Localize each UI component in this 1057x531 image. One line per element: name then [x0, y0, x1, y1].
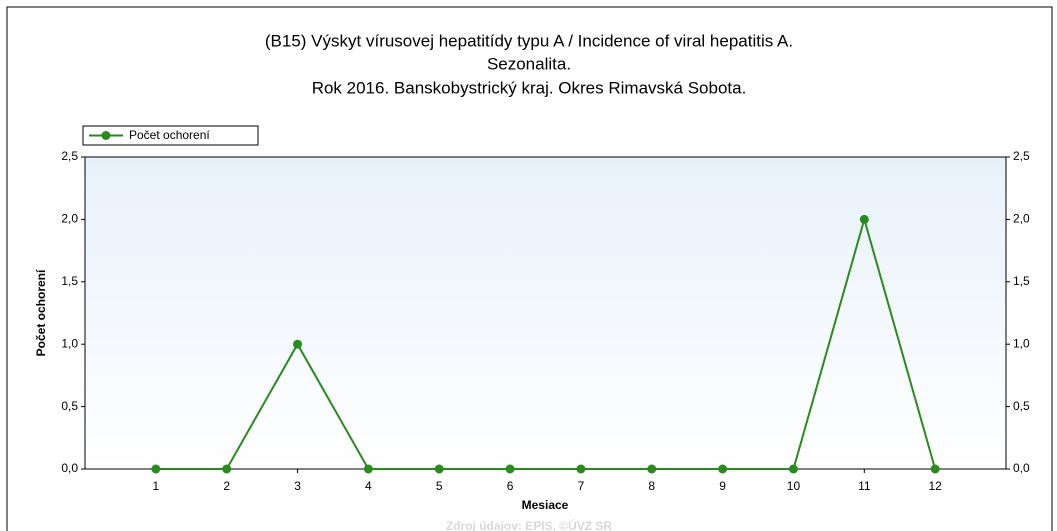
legend-marker [101, 131, 111, 140]
x-tick-label: 1 [153, 479, 160, 493]
frame [6, 6, 1053, 531]
chart-subtitle: Rok 2016. Banskobystrický kraj. Okres Ri… [312, 78, 747, 97]
plot-area [84, 156, 1007, 470]
point [788, 464, 798, 474]
x-tick-label: 10 [787, 479, 801, 493]
chart-title: (B15) Výskyt vírusovej hepatitídy typu A… [265, 31, 793, 50]
point [576, 464, 586, 474]
source: Zdroj údajov: EPIS, ©ÚVZ SR [446, 518, 613, 531]
y2-tick-label: 2,0 [1013, 212, 1030, 226]
point [859, 214, 869, 224]
x-tick-label: 12 [928, 479, 942, 493]
y-tick-label: 2,5 [61, 149, 78, 163]
y-tick-label: 0,5 [61, 399, 78, 413]
y-axis-title: Počet ochorení [34, 269, 48, 356]
y2-tick-label: 0,5 [1013, 399, 1030, 413]
point [434, 464, 444, 474]
x-tick-label: 9 [719, 479, 726, 493]
point [647, 464, 657, 474]
chart-subtitle: Sezonalita. [487, 54, 571, 73]
y2-tick-label: 1,0 [1013, 336, 1030, 350]
x-tick-label: 11 [858, 479, 871, 493]
x-axis-title: Mesiace [522, 498, 569, 512]
y-tick-label: 2,0 [61, 212, 78, 226]
line [155, 215, 937, 470]
x-tick-label: 2 [223, 479, 230, 493]
y-tick-label: 1,5 [61, 274, 78, 288]
x-tick-label: 8 [648, 479, 655, 493]
point [293, 339, 303, 349]
y-tick-label: 0,0 [61, 461, 78, 475]
y-tick-label: 1,0 [61, 336, 78, 350]
y2-tick-label: 0,0 [1013, 461, 1030, 475]
legend-label: Počet ochorení [129, 128, 210, 142]
y2-tick-label: 1,5 [1013, 274, 1030, 288]
x-tick-label: 4 [365, 479, 372, 493]
point [363, 464, 373, 474]
point [718, 464, 728, 474]
x-tick-label: 6 [507, 479, 514, 493]
point [930, 464, 940, 474]
x-tick-label: 5 [436, 479, 443, 493]
point [151, 464, 161, 474]
point [222, 464, 232, 474]
y2-tick-label: 2,5 [1013, 149, 1030, 163]
x-tick-label: 7 [578, 479, 585, 493]
point [505, 464, 515, 474]
x-tick-label: 3 [294, 479, 301, 493]
legend-box [82, 125, 259, 146]
